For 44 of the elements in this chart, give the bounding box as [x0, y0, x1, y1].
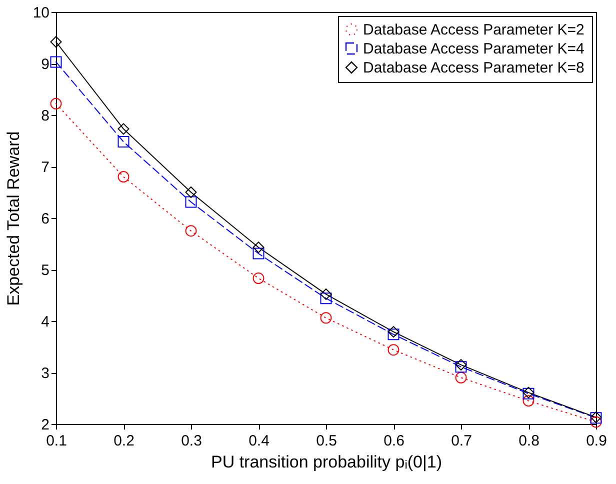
x-tick-label: 0.1 — [46, 432, 67, 450]
x-tick-label: 0.7 — [451, 432, 472, 450]
y-tick-label: 10 — [32, 4, 50, 22]
point — [320, 292, 332, 304]
point — [320, 288, 332, 300]
point — [118, 136, 130, 148]
x-axis-title: PU transition probability pᵢ(0|1) — [210, 452, 442, 472]
y-axis-title: Expected Total Reward — [4, 131, 23, 306]
y-tick-label: 6 — [41, 210, 50, 228]
legend-label: Database Access Parameter K=8 — [363, 60, 584, 76]
point — [185, 196, 197, 208]
point — [118, 123, 130, 135]
x-tick-label: 0.6 — [384, 432, 404, 450]
point — [455, 372, 467, 384]
x-tick-label: 0.2 — [114, 432, 134, 450]
legend-label: Database Access Parameter K=2 — [363, 22, 584, 38]
point — [50, 98, 62, 110]
legend-label: Database Access Parameter K=4 — [363, 40, 584, 58]
point — [185, 186, 197, 198]
y-tick-label: 7 — [41, 159, 50, 176]
point — [388, 344, 400, 356]
point — [118, 171, 130, 183]
point — [252, 272, 264, 284]
x-tick-label: 0.9 — [586, 432, 607, 450]
point — [320, 312, 332, 324]
y-tick-label: 3 — [41, 365, 50, 382]
x-tick-label: 0.5 — [316, 432, 337, 450]
point — [522, 395, 534, 407]
y-tick-label: 4 — [41, 314, 50, 330]
point — [388, 328, 400, 340]
point — [50, 36, 62, 48]
y-tick-label: 8 — [41, 108, 50, 124]
point — [252, 242, 264, 254]
point — [388, 326, 400, 338]
y-tick-label: 2 — [41, 416, 50, 434]
point — [590, 416, 602, 428]
x-tick-label: 0.8 — [518, 432, 540, 450]
point — [252, 248, 264, 260]
point — [50, 56, 62, 68]
point — [185, 225, 197, 237]
y-tick-label: 9 — [41, 56, 50, 73]
x-tick-label: 0.3 — [181, 432, 202, 450]
y-tick-label: 5 — [41, 262, 50, 279]
x-tick-label: 0.4 — [248, 432, 270, 450]
